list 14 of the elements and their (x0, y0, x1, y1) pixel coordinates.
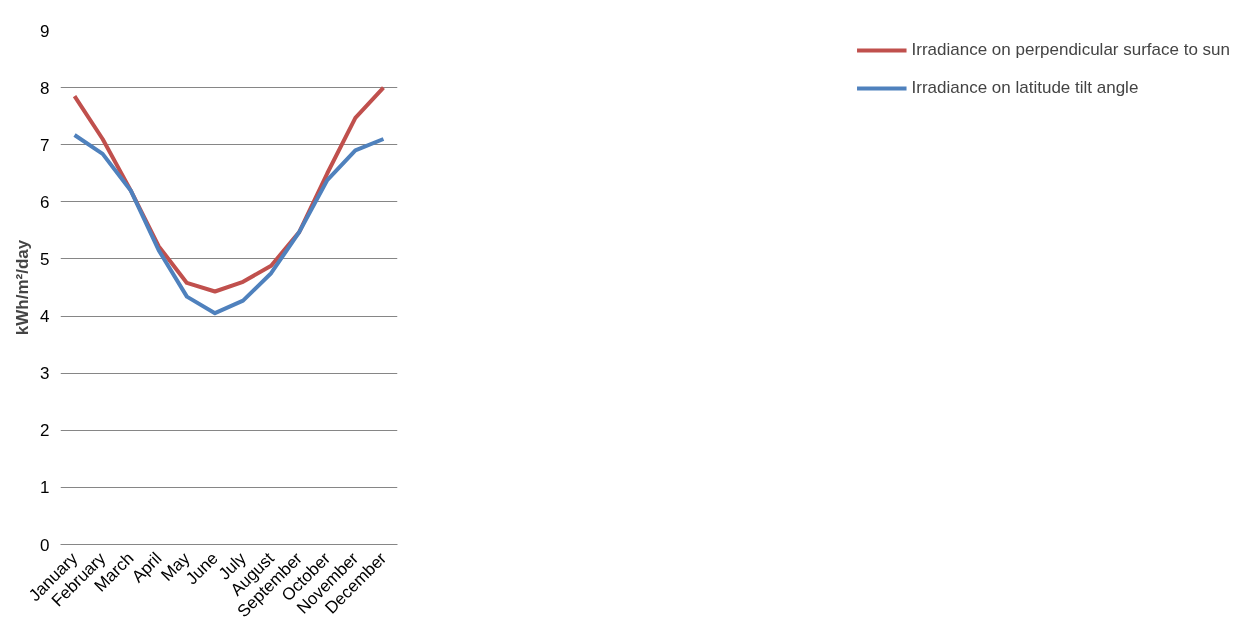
legend-label: Irradiance on perpendicular surface to sun (911, 40, 1230, 60)
y-tick-label: 9 (40, 21, 50, 41)
y-tick-label: 4 (40, 307, 50, 327)
line-series (72, 133, 386, 316)
legend-label: Irradiance on latitude tilt angle (911, 78, 1139, 98)
y-tick-label: 1 (40, 478, 50, 498)
y-tick-label: 6 (40, 192, 50, 212)
y-tick-label: 8 (40, 78, 50, 98)
y-tick-label: 2 (40, 421, 50, 441)
y-tick-label: 0 (40, 535, 50, 555)
y-tick-label: 7 (40, 135, 50, 155)
y-tick-label: 5 (40, 249, 50, 269)
y-axis-title: kWh/m²/day (13, 239, 33, 336)
y-tick-label: 3 (40, 364, 50, 384)
